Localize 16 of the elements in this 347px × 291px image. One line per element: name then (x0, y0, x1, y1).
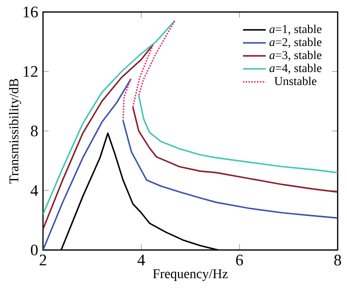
x-tick-label: 6 (236, 254, 243, 266)
y-axis-title: Transmissibility/dB (8, 78, 22, 184)
y-tick-label: 0 (30, 244, 38, 256)
y-tick-label: 16 (24, 6, 38, 18)
legend-label: a=1, stable (269, 24, 322, 35)
x-tick-label: 4 (138, 254, 145, 266)
y-tick-label: 12 (24, 66, 38, 77)
x-tick-label: 8 (334, 254, 342, 266)
y-tick-label: 8 (30, 126, 38, 136)
y-tick-label: 4 (30, 185, 38, 196)
legend-label: Unstable (274, 76, 316, 86)
legend-label: a=3, stable (269, 50, 322, 61)
legend-label: a=2, stable (269, 38, 322, 48)
legend-label: a=4, stable (269, 64, 322, 74)
x-axis-title: Frequency/Hz (152, 269, 228, 281)
x-tick-label: 2 (40, 254, 46, 266)
